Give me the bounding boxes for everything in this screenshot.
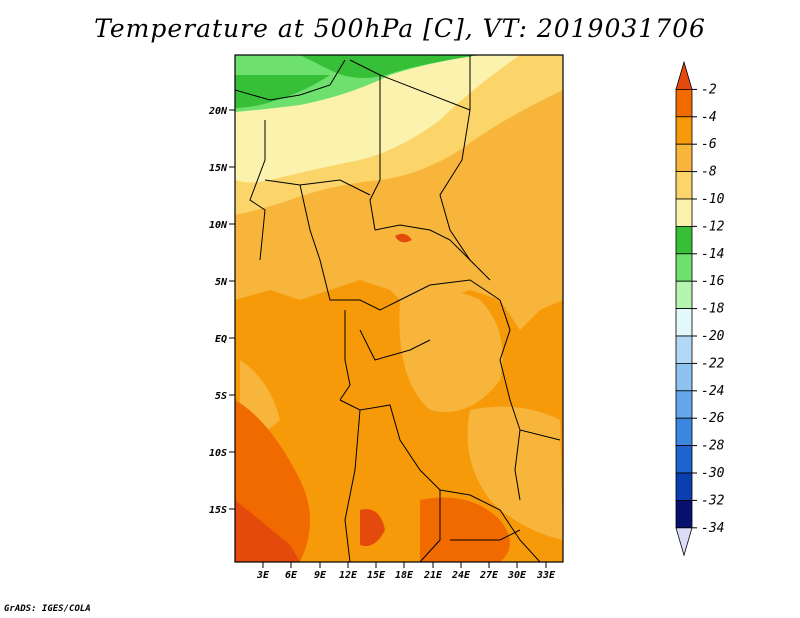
colorbar-label: -8	[701, 165, 717, 180]
colorbar-box	[675, 89, 693, 118]
lat-labels: 20N 15N 10N 5N EQ 5S 10S 15S	[208, 106, 228, 516]
colorbar-box	[675, 116, 693, 145]
colorbar-label: -16	[701, 274, 725, 289]
lon-label: 3E	[256, 570, 270, 581]
colorbar-box	[675, 198, 693, 227]
colorbar-label: -28	[701, 439, 725, 454]
lat-label: 15S	[209, 505, 227, 516]
lat-label: 5S	[215, 391, 227, 402]
colorbar-box	[675, 335, 693, 364]
colorbar-label: -32	[701, 493, 725, 508]
colorbar-label: -30	[701, 466, 725, 481]
lat-label: 5N	[215, 277, 228, 288]
lon-label: 27E	[479, 570, 499, 581]
colorbar-label: -34	[701, 521, 724, 536]
colorbar-box	[675, 445, 693, 474]
colorbar-top-triangle	[675, 60, 693, 90]
colorbar-bottom-triangle	[675, 527, 693, 557]
colorbar-box	[675, 280, 693, 310]
lat-label: EQ	[215, 334, 227, 345]
lon-label: 6E	[285, 570, 298, 581]
lon-label: 18E	[395, 570, 414, 581]
colorbar-label: -2	[701, 82, 717, 97]
lon-label: 12E	[339, 570, 358, 581]
colorbar-box	[675, 472, 693, 501]
lon-label: 33E	[536, 570, 556, 581]
colorbar-label: -18	[701, 302, 725, 317]
lat-label: 20N	[208, 106, 228, 117]
colorbar-box	[675, 143, 693, 172]
map-title: Temperature at 500hPa [C], VT: 201903170…	[94, 14, 706, 43]
country-borders	[235, 55, 561, 562]
colorbar-label: -24	[701, 384, 724, 399]
colorbar-box	[675, 308, 693, 337]
colorbar-box	[675, 362, 693, 392]
lon-labels: 3E 6E 9E 12E 15E 18E 21E 24E 27E 30E 33E	[256, 570, 556, 581]
colorbar-box	[675, 171, 693, 200]
colorbar-box	[675, 225, 693, 255]
colorbar-box	[675, 390, 693, 419]
lon-label: 30E	[507, 570, 527, 581]
lon-label: 24E	[451, 570, 471, 581]
lon-label: 21E	[423, 570, 443, 581]
colorbar: -2 -4 -6 -8 -10 -12 -14 -16 -18 -20 -22 -24 -26 -28 -3…	[675, 60, 725, 557]
colorbar-label: -26	[701, 411, 725, 426]
colorbar-box	[675, 499, 693, 529]
colorbar-box	[675, 253, 693, 282]
footer-credit: GrADS: IGES/COLA	[4, 604, 91, 614]
colorbar-label: -6	[701, 137, 717, 152]
colorbar-label: -14	[701, 247, 724, 262]
lat-label: 15N	[209, 163, 228, 174]
map-frame	[234, 54, 564, 563]
colorbar-label: -20	[701, 329, 725, 344]
colorbar-label: -4	[701, 110, 717, 125]
lat-label: 10S	[209, 448, 227, 459]
lat-label: 10N	[209, 220, 228, 231]
axis-ticks	[229, 109, 547, 568]
lon-label: 9E	[314, 570, 327, 581]
colorbar-label: -10	[701, 192, 725, 207]
lon-label: 15E	[367, 570, 386, 581]
colorbar-label: -22	[701, 356, 725, 371]
temperature-field	[235, 55, 563, 562]
colorbar-label: -12	[701, 219, 725, 234]
colorbar-box	[675, 417, 693, 447]
